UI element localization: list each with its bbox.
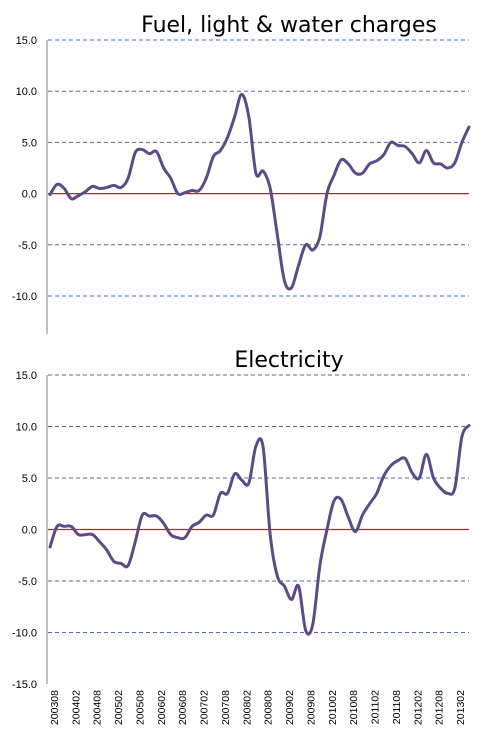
x-tick-label: 200802: [241, 690, 253, 725]
x-tick-label: 200502: [113, 690, 125, 725]
x-tick-label: 200602: [156, 690, 168, 725]
x-tick-label: 200408: [92, 690, 104, 725]
x-tick-label: 201108: [391, 690, 403, 724]
electricity-y-tick-label: 10.0: [16, 422, 37, 434]
electricity-y-tick-label: -5.0: [18, 576, 37, 588]
fuel-y-tick-label: -5.0: [18, 240, 37, 252]
x-tick-label: 200702: [199, 690, 211, 725]
x-tick-label: 201008: [348, 690, 360, 725]
fuel-series-line: [48, 92, 471, 291]
electricity-series-line: [48, 424, 471, 636]
x-tick-label: 201208: [434, 690, 446, 725]
fuel-chart-panel: Fuel, light & water charges 15.0 10.0 5.0 0…: [12, 13, 471, 334]
electricity-y-tick-label: 5.0: [22, 473, 37, 485]
x-tick-label: 201202: [412, 690, 424, 725]
fuel-chart-title: Fuel, light & water charges: [141, 13, 437, 38]
electricity-chart-panel: Electricity 15.0 10.0 5.0 0.0 -5.0 -10.0 -15.0: [12, 348, 471, 691]
electricity-y-tick-label: -15.0: [12, 679, 37, 691]
x-tick-label: 201102: [370, 690, 382, 724]
electricity-chart-title: Electricity: [234, 348, 343, 373]
electricity-y-tick-label: 0.0: [22, 525, 37, 537]
electricity-y-tick-label: 15.0: [16, 370, 37, 382]
fuel-y-tick-label: -10.0: [12, 291, 37, 303]
x-tick-label: 200508: [135, 690, 147, 725]
x-tick-label: 200708: [220, 690, 232, 725]
x-tick-label: 200808: [263, 690, 275, 725]
fuel-y-tick-label: 15.0: [16, 35, 37, 47]
fuel-y-tick-label: 10.0: [16, 86, 37, 98]
fuel-y-tick-label: 0.0: [22, 189, 37, 201]
electricity-y-tick-label: -10.0: [12, 628, 37, 640]
x-tick-label: 200908: [305, 690, 317, 725]
x-tick-label: 201002: [327, 690, 339, 725]
x-tick-label: 200402: [70, 690, 82, 725]
x-tick-label: 200902: [284, 690, 296, 725]
x-tick-label: 200608: [177, 690, 189, 725]
x-tick-label: 200308: [49, 690, 61, 725]
x-tick-label: 201302: [455, 690, 467, 725]
fuel-y-tick-label: 5.0: [22, 137, 37, 149]
